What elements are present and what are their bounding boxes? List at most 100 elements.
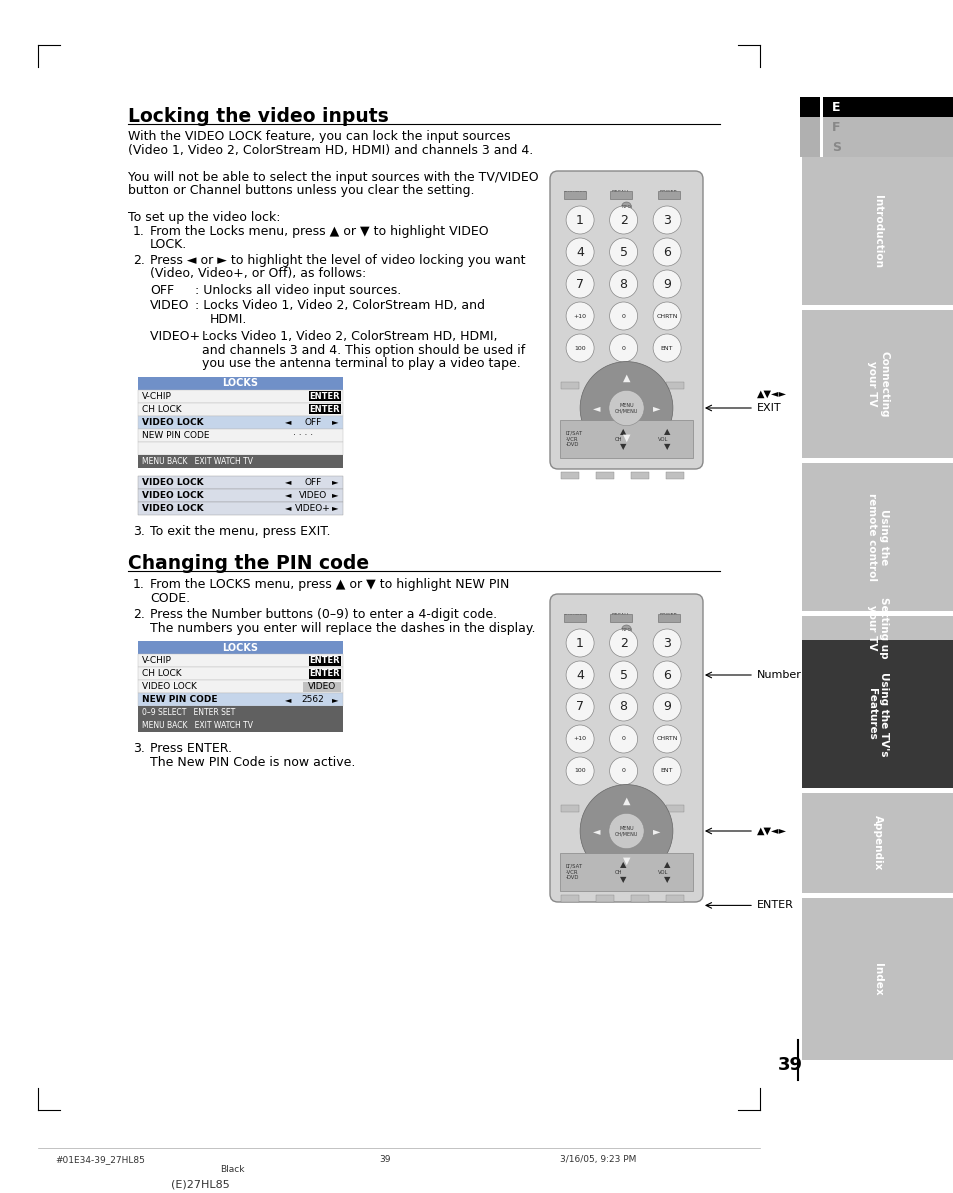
Circle shape — [653, 302, 680, 330]
Text: LOCKS: LOCKS — [222, 643, 258, 653]
Text: F: F — [831, 120, 840, 134]
Bar — [665, 472, 683, 480]
Text: 1.: 1. — [132, 577, 145, 591]
Circle shape — [565, 725, 594, 753]
Text: ◄: ◄ — [284, 490, 291, 500]
Bar — [658, 191, 679, 199]
Bar — [596, 805, 614, 812]
Text: CHRTN: CHRTN — [656, 314, 678, 319]
Circle shape — [609, 629, 637, 657]
Text: From the Locks menu, press ▲ or ▼ to highlight VIDEO: From the Locks menu, press ▲ or ▼ to hig… — [150, 224, 488, 237]
Text: 2: 2 — [619, 637, 627, 649]
Bar — [138, 641, 343, 654]
Text: VIDEO: VIDEO — [308, 682, 335, 691]
Text: Using the TV's
Features: Using the TV's Features — [866, 672, 888, 756]
Text: CH LOCK: CH LOCK — [142, 669, 181, 678]
Bar — [138, 415, 343, 428]
Circle shape — [609, 758, 637, 785]
Text: VIDEO+: VIDEO+ — [294, 503, 331, 513]
Bar — [665, 896, 683, 902]
Text: ▲: ▲ — [619, 427, 626, 435]
Text: you use the antenna terminal to play a video tape.: you use the antenna terminal to play a v… — [202, 357, 520, 370]
Text: V-CHIP: V-CHIP — [142, 391, 172, 401]
Text: ►: ► — [332, 477, 338, 487]
Text: VIDEO LOCK: VIDEO LOCK — [142, 490, 203, 500]
Text: Press ENTER.: Press ENTER. — [150, 742, 232, 755]
Text: 2: 2 — [619, 214, 627, 227]
Circle shape — [653, 237, 680, 266]
Bar — [138, 428, 343, 441]
Text: 4: 4 — [576, 668, 583, 681]
Circle shape — [609, 693, 637, 721]
Text: 9: 9 — [662, 278, 670, 291]
Bar — [822, 117, 953, 137]
Circle shape — [609, 661, 637, 690]
Bar — [822, 137, 953, 157]
Text: Locks Video 1, Video 2, ColorStream HD, HDMI,: Locks Video 1, Video 2, ColorStream HD, … — [202, 330, 497, 344]
Text: ENTER: ENTER — [757, 901, 793, 910]
Text: 3.: 3. — [132, 742, 145, 755]
Text: OFF: OFF — [150, 284, 174, 297]
Text: VIDEO LOCK: VIDEO LOCK — [142, 477, 203, 487]
Circle shape — [609, 302, 637, 330]
Bar — [596, 382, 614, 389]
Bar — [560, 382, 578, 389]
Text: INFO: INFO — [621, 205, 631, 209]
Text: ◄: ◄ — [284, 696, 291, 704]
Circle shape — [620, 625, 631, 635]
Circle shape — [609, 237, 637, 266]
Text: VIDEO LOCK: VIDEO LOCK — [142, 418, 203, 427]
Text: LOCKS: LOCKS — [222, 378, 258, 388]
Bar — [801, 463, 953, 611]
Text: and channels 3 and 4. This option should be used if: and channels 3 and 4. This option should… — [202, 344, 525, 357]
Text: 0: 0 — [621, 768, 625, 773]
Text: OFF: OFF — [304, 477, 321, 487]
Text: TV/VIDEO: TV/VIDEO — [562, 613, 586, 618]
Bar — [630, 896, 648, 902]
Text: CODE.: CODE. — [150, 592, 190, 605]
Text: : Locks Video 1, Video 2, ColorStream HD, and: : Locks Video 1, Video 2, ColorStream HD… — [194, 299, 484, 313]
Bar — [138, 402, 343, 415]
Text: The numbers you enter will replace the dashes in the display.: The numbers you enter will replace the d… — [150, 622, 535, 635]
Text: 39: 39 — [379, 1156, 391, 1164]
Text: LT/SAT
-VCR
-DVD: LT/SAT -VCR -DVD — [565, 864, 582, 880]
Bar — [138, 455, 343, 468]
Text: 1: 1 — [576, 214, 583, 227]
Text: 5: 5 — [618, 246, 627, 259]
Text: Introduction: Introduction — [872, 194, 882, 267]
Circle shape — [608, 814, 643, 848]
Bar — [560, 805, 578, 812]
Text: +10: +10 — [573, 314, 586, 319]
Circle shape — [608, 390, 643, 426]
Circle shape — [579, 361, 672, 455]
Text: Using the
remote control: Using the remote control — [866, 493, 888, 581]
Text: Appendix: Appendix — [872, 815, 882, 871]
Text: 6: 6 — [662, 668, 670, 681]
Bar — [138, 719, 343, 733]
Text: OFF: OFF — [304, 418, 321, 427]
Circle shape — [565, 758, 594, 785]
Bar — [138, 654, 343, 667]
Text: 100: 100 — [574, 346, 585, 351]
Bar — [138, 501, 343, 514]
Bar — [138, 680, 343, 693]
Bar — [138, 488, 343, 501]
Bar — [630, 472, 648, 480]
Text: With the VIDEO LOCK feature, you can lock the input sources: With the VIDEO LOCK feature, you can loc… — [128, 130, 510, 143]
Text: 9: 9 — [662, 700, 670, 713]
Text: MENU
CH/MENU: MENU CH/MENU — [614, 826, 638, 836]
Text: 1.: 1. — [132, 224, 145, 237]
Text: 2.: 2. — [132, 253, 145, 266]
Circle shape — [565, 206, 594, 234]
Text: 8: 8 — [618, 700, 627, 713]
Bar — [800, 117, 820, 137]
Text: CH: CH — [615, 437, 621, 441]
Text: ►: ► — [332, 696, 338, 704]
Text: Press the Number buttons (0–9) to enter a 4-digit code.: Press the Number buttons (0–9) to enter … — [150, 608, 497, 622]
Text: : Unlocks all video input sources.: : Unlocks all video input sources. — [194, 284, 401, 297]
Text: ▼: ▼ — [622, 857, 630, 866]
Bar — [801, 616, 953, 639]
Text: S: S — [831, 141, 841, 154]
Bar — [563, 614, 585, 622]
Bar — [560, 472, 578, 480]
